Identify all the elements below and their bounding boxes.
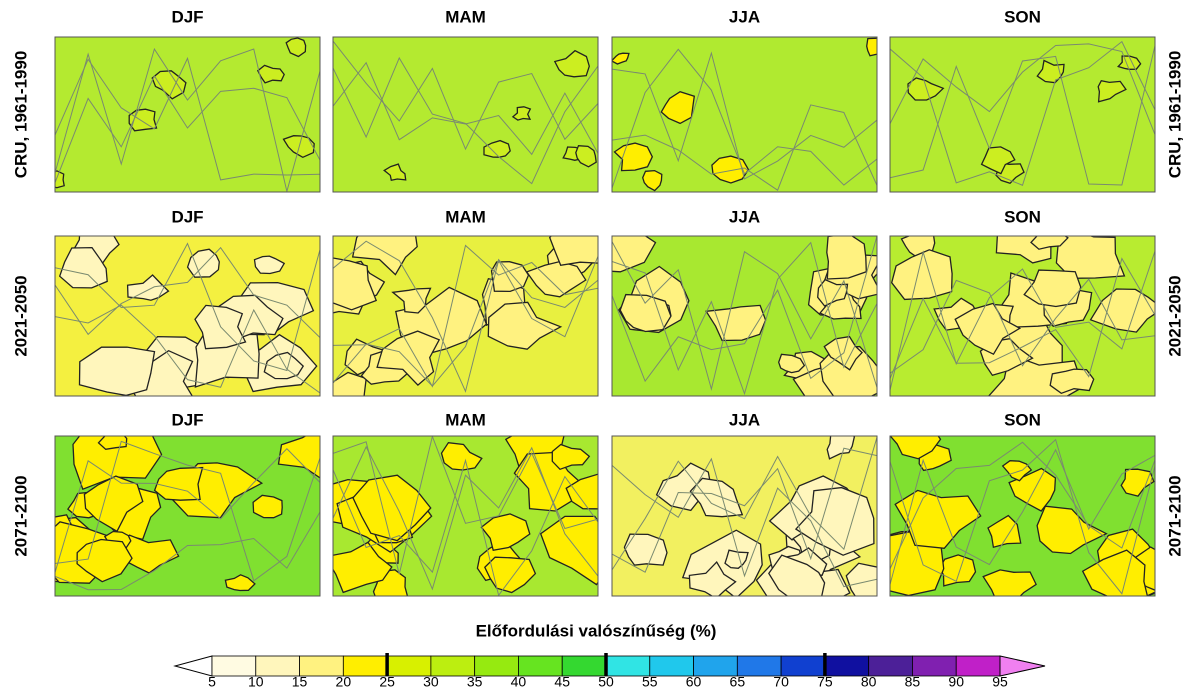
- colorbar-tick-label: 85: [905, 674, 921, 690]
- colorbar-tick-label: 80: [861, 674, 877, 690]
- map-panel: [869, 420, 1183, 610]
- map-panel: [890, 224, 1163, 422]
- map-panel: [612, 37, 886, 192]
- row-label: 2021-2050: [11, 275, 30, 356]
- colorbar-tick-label: 50: [598, 674, 614, 690]
- panel-title: DJF: [171, 207, 203, 226]
- colorbar-tick-label: 35: [467, 674, 483, 690]
- map-panel: [312, 221, 606, 417]
- map-panel: [303, 430, 623, 605]
- map-panel: [612, 433, 905, 625]
- contour-region: [1050, 369, 1094, 393]
- contour-region: [983, 570, 1036, 603]
- figure: DJF MAM JJA SON CRU, 1961-1990 CRU, 1961-1990…: [0, 0, 1192, 690]
- row-label: 2071-2100: [11, 475, 30, 556]
- panel-title: JJA: [729, 207, 760, 226]
- colorbar-tick-label: 15: [292, 674, 308, 690]
- panel-title: MAM: [445, 7, 486, 26]
- contour-region: [253, 495, 282, 517]
- colorbar-tick-label: 45: [554, 674, 570, 690]
- colorbar-title: Előfordulási valószínűség (%): [476, 621, 717, 640]
- row-label: 2021-2050: [1165, 275, 1184, 356]
- panel-title: MAM: [445, 207, 486, 226]
- row-label: CRU, 1961-1990: [11, 51, 30, 179]
- contour-region: [867, 38, 886, 56]
- colorbar-tick-label: 20: [336, 674, 352, 690]
- map-panel: [890, 37, 1155, 192]
- colorbar-tick-label: 95: [992, 674, 1008, 690]
- colorbar-tick-label: 65: [730, 674, 746, 690]
- panel-title: SON: [1004, 207, 1041, 226]
- colorbar-extend-low: [175, 656, 212, 676]
- panel-title: MAM: [445, 410, 486, 429]
- contour-region: [44, 171, 65, 188]
- contour-region: [624, 534, 667, 565]
- contour-region: [99, 427, 127, 449]
- colorbar-tick-label: 90: [948, 674, 964, 690]
- panel-title: DJF: [171, 7, 203, 26]
- colorbar-tick-label: 40: [511, 674, 527, 690]
- panel-title: DJF: [171, 410, 203, 429]
- panel-title: SON: [1004, 7, 1041, 26]
- colorbar-tick-label: 25: [379, 674, 395, 690]
- row-label: 2071-2100: [1165, 475, 1184, 556]
- panel-title: JJA: [729, 7, 760, 26]
- contour-region: [940, 555, 976, 586]
- map-panel: [33, 426, 345, 596]
- colorbar-tick-label: 5: [208, 674, 216, 690]
- map-panel: [579, 220, 884, 417]
- colorbar-tick-label: 70: [773, 674, 789, 690]
- colorbar-tick-label: 75: [817, 674, 833, 690]
- map-panel: [333, 37, 598, 192]
- contour-region: [80, 347, 155, 395]
- map-panel: [55, 223, 320, 406]
- colorbar-tick-label: 55: [642, 674, 658, 690]
- contour-region: [314, 373, 366, 418]
- map-panel: [44, 37, 320, 192]
- panel-title: JJA: [729, 410, 760, 429]
- row-label: CRU, 1961-1990: [1165, 51, 1184, 179]
- colorbar-tick-label: 60: [686, 674, 702, 690]
- colorbar-tick-label: 10: [248, 674, 264, 690]
- panel-title: SON: [1004, 410, 1041, 429]
- colorbar-tick-label: 30: [423, 674, 439, 690]
